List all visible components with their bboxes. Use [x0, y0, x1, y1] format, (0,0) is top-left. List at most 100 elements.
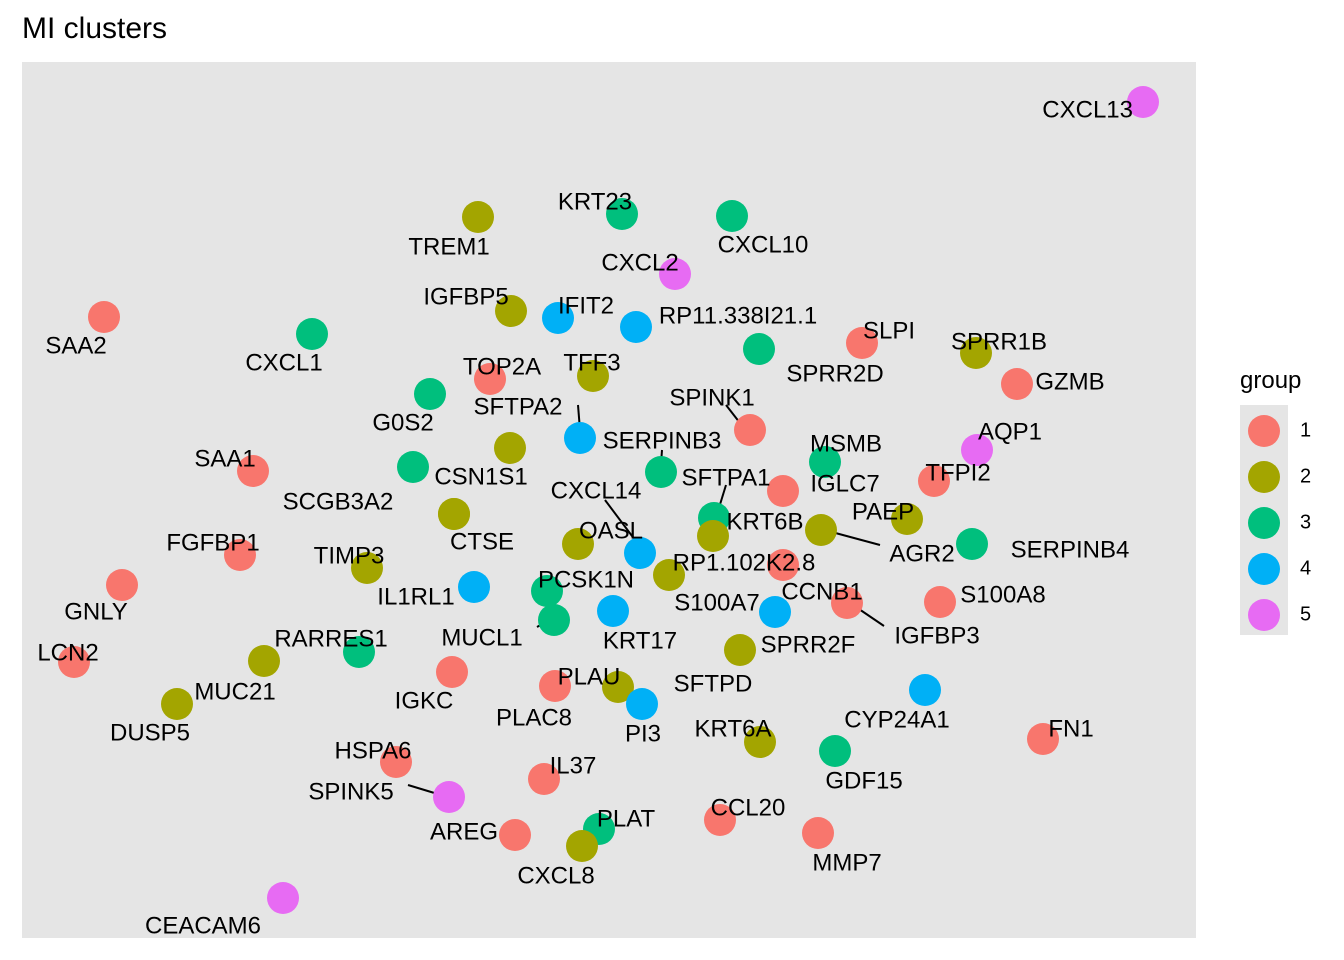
point-mmp7 [802, 817, 834, 849]
point-mucl1 [538, 604, 570, 636]
data-points [58, 86, 1159, 914]
label-pi3: PI3 [625, 720, 661, 747]
legend-label-1: 1 [1300, 419, 1311, 441]
point-paep [891, 503, 923, 535]
label-sftpd: SFTPD [674, 670, 753, 697]
label-msmb: MSMB [810, 430, 882, 457]
label-hspa6: HSPA6 [335, 737, 412, 764]
point-lcn2 [58, 646, 90, 678]
legend-label-3: 3 [1300, 511, 1311, 533]
point-tff3 [577, 360, 609, 392]
point-cxcl14 [624, 537, 656, 569]
point-sprr2d [743, 333, 775, 365]
label-sftpa1: SFTPA1 [682, 464, 771, 491]
point-saa2 [88, 301, 120, 333]
label-trem1: TREM1 [408, 233, 489, 260]
point-il1rl1 [458, 571, 490, 603]
label-sprr2d: SPRR2D [786, 360, 883, 387]
point-oasl [562, 528, 594, 560]
point-ceacam6 [267, 882, 299, 914]
label-s100a7: S100A7 [674, 589, 759, 616]
label-areg: AREG [430, 818, 498, 845]
chart-title: MI clusters [22, 12, 167, 45]
point-iglc7 [767, 475, 799, 507]
point-slpi [846, 327, 878, 359]
label-gzmb: GZMB [1035, 368, 1104, 395]
label-aqp1: AQP1 [978, 418, 1042, 445]
label-serpinb4: SERPINB4 [1011, 536, 1130, 563]
label-il37: IL37 [550, 752, 597, 779]
label-rp1-102k2-8: RP1.102K2.8 [673, 549, 816, 576]
label-top2a: TOP2A [463, 353, 541, 380]
label-rp11-338i21-1: RP11.338I21.1 [659, 302, 817, 329]
label-mmp7: MMP7 [812, 849, 881, 876]
legend: 1 2 3 4 5 [1248, 415, 1311, 631]
legend-key-2 [1248, 461, 1280, 493]
point-rarres1 [343, 636, 375, 668]
label-saa1: SAA1 [194, 445, 255, 472]
point-pi3 [626, 688, 658, 720]
point-plac8 [539, 670, 571, 702]
point-csn1s1 [397, 451, 429, 483]
label-tff3: TFF3 [563, 349, 620, 376]
label-plac8: PLAC8 [496, 704, 572, 731]
label-ccl20: CCL20 [711, 794, 786, 821]
label-krt6b: KRT6B [727, 508, 804, 535]
label-timp3: TIMP3 [314, 542, 385, 569]
label-spink5: SPINK5 [308, 778, 393, 805]
point-cxcl2 [659, 258, 691, 290]
label-pcsk1n: PCSK1N [538, 566, 634, 593]
label-lcn2: LCN2 [37, 639, 98, 666]
point-timp3 [351, 552, 383, 584]
legend-label-2: 2 [1300, 465, 1311, 487]
label-cxcl13: CXCL13 [1042, 96, 1133, 123]
point-hspa6 [380, 746, 412, 778]
label-scgb3a2: SCGB3A2 [283, 488, 394, 515]
label-mucl1: MUCL1 [441, 624, 522, 651]
label-spink1: SPINK1 [669, 384, 754, 411]
label-cyp24a1: CYP24A1 [844, 706, 949, 733]
point-il37 [528, 763, 560, 795]
point-trem1 [462, 201, 494, 233]
point-rp11-338i21-1 [620, 311, 652, 343]
point-igfbp3 [831, 587, 863, 619]
point-fgfbp1 [224, 539, 256, 571]
point-cxcl13 [1127, 86, 1159, 118]
legend-title: group [1240, 367, 1301, 394]
point-msmb [809, 446, 841, 478]
label-gnly: GNLY [64, 598, 128, 625]
point-sftpd [724, 634, 756, 666]
point-aqp1 [961, 434, 993, 466]
point-cyp24a1 [909, 674, 941, 706]
label-krt17: KRT17 [603, 627, 677, 654]
label-gdf15: GDF15 [825, 767, 902, 794]
point-igfbp5 [495, 295, 527, 327]
label-il1rl1: IL1RL1 [377, 583, 454, 610]
point-ccl20 [704, 804, 736, 836]
legend-key-4 [1248, 553, 1280, 585]
label-tfpi2: TFPI2 [925, 459, 990, 486]
label-cxcl14: CXCL14 [551, 477, 642, 504]
point-serpinb4 [956, 528, 988, 560]
leader-line-cxcl14 [604, 499, 639, 545]
point-cxcl8 [566, 830, 598, 862]
point-dusp5 [161, 688, 193, 720]
label-slpi: SLPI [863, 317, 915, 344]
label-muc21: MUC21 [194, 678, 275, 705]
point-agr2 [805, 514, 837, 546]
label-plat: PLAT [597, 805, 656, 832]
label-igkc: IGKC [395, 687, 454, 714]
point-sftpa2 [564, 422, 596, 454]
point-krt17 [597, 595, 629, 627]
point-gzmb [1001, 368, 1033, 400]
label-ceacam6: CEACAM6 [145, 912, 261, 939]
label-oasl: OASL [579, 517, 643, 544]
label-g0s2: G0S2 [372, 409, 433, 436]
label-iglc7: IGLC7 [810, 470, 879, 497]
point-sftpa1 [645, 456, 677, 488]
point-spink5 [433, 781, 465, 813]
legend-label-5: 5 [1300, 603, 1311, 625]
label-sprr1b: SPRR1B [951, 328, 1047, 355]
label-ifit2: IFIT2 [558, 292, 614, 319]
label-ctse: CTSE [450, 528, 514, 555]
